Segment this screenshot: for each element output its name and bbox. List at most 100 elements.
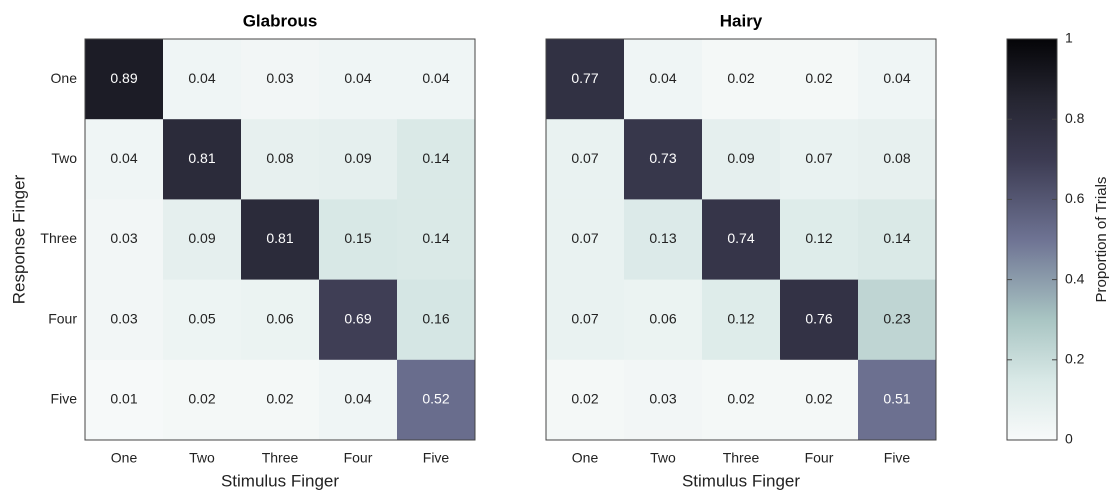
cell-label: 0.09: [727, 150, 754, 166]
y-tick-label: Four: [48, 310, 77, 326]
heatmap-cell: [624, 199, 703, 281]
colorbar-tick-label: 0: [1065, 431, 1073, 447]
cell-label: 0.06: [649, 310, 676, 326]
cell-label: 0.15: [344, 230, 371, 246]
cell-label: 0.03: [110, 230, 137, 246]
heatmap-cell: [85, 39, 164, 120]
heatmap-cell: [546, 359, 625, 441]
cell-label: 0.51: [883, 391, 910, 407]
x-tick-label: Three: [262, 450, 299, 466]
heatmap-cell: [702, 39, 781, 120]
cell-label: 0.73: [649, 150, 676, 166]
cell-label: 0.02: [727, 70, 754, 86]
cell-label: 0.76: [805, 310, 832, 326]
heatmap-cell: [163, 199, 242, 281]
cell-label: 0.07: [805, 150, 832, 166]
x-axis-label: Stimulus Finger: [682, 471, 800, 490]
cell-label: 0.14: [883, 230, 910, 246]
heatmap-cell: [397, 279, 476, 361]
cell-label: 0.05: [188, 310, 215, 326]
cell-label: 0.23: [883, 310, 910, 326]
heatmap-cell: [546, 39, 625, 120]
colorbar-label: Proportion of Trials: [1093, 177, 1110, 303]
heatmap-cell: [319, 119, 398, 200]
colorbar: [1006, 38, 1058, 441]
heatmap-cell: [241, 39, 320, 120]
cell-label: 0.02: [805, 391, 832, 407]
colorbar-tick-label: 0.6: [1065, 190, 1085, 206]
heatmap-cell: [780, 199, 859, 281]
cell-label: 0.16: [422, 310, 449, 326]
cell-label: 0.02: [571, 391, 598, 407]
cell-label: 0.69: [344, 310, 371, 326]
colorbar-tick-label: 0.2: [1065, 351, 1085, 367]
cell-label: 0.04: [649, 70, 676, 86]
cell-label: 0.03: [110, 310, 137, 326]
x-tick-label: Three: [723, 450, 760, 466]
heatmap-cell: [319, 359, 398, 441]
heatmap-cell: [702, 199, 781, 281]
heatmap-cell: [397, 39, 476, 120]
heatmap-cell: [546, 199, 625, 281]
cell-label: 0.12: [805, 230, 832, 246]
heatmap-cell: [163, 119, 242, 200]
heatmap-cell: [319, 199, 398, 281]
cell-label: 0.04: [883, 70, 910, 86]
cell-label: 0.04: [422, 70, 449, 86]
cell-label: 0.81: [188, 150, 215, 166]
cell-label: 0.52: [422, 391, 449, 407]
x-tick-label: Five: [423, 450, 450, 466]
heatmap-cell: [85, 359, 164, 441]
heatmap-cell: [858, 279, 937, 361]
heatmap-cell: [241, 199, 320, 281]
heatmap-cell: [624, 39, 703, 120]
heatmap-cell: [546, 119, 625, 200]
x-tick-label: Four: [805, 450, 834, 466]
cell-label: 0.77: [571, 70, 598, 86]
heatmap-cell: [702, 279, 781, 361]
x-tick-label: Two: [189, 450, 215, 466]
cell-label: 0.06: [266, 310, 293, 326]
heatmap-cell: [85, 119, 164, 200]
colorbar-tick-label: 1: [1065, 30, 1073, 46]
x-axis-label: Stimulus Finger: [221, 471, 339, 490]
heatmap-cell: [85, 199, 164, 281]
heatmap-cell: [241, 279, 320, 361]
cell-label: 0.09: [188, 230, 215, 246]
heatmap-cell: [85, 279, 164, 361]
chart-title: Glabrous: [243, 11, 318, 30]
y-tick-label: Two: [51, 150, 77, 166]
heatmap-cell: [624, 279, 703, 361]
cell-label: 0.89: [110, 70, 137, 86]
heatmap-cell: [319, 279, 398, 361]
y-axis-label: Response Finger: [9, 174, 28, 304]
heatmap-cell: [163, 359, 242, 441]
cell-label: 0.07: [571, 310, 598, 326]
heatmap-cell: [397, 119, 476, 200]
cell-label: 0.02: [805, 70, 832, 86]
heatmap-cell: [397, 199, 476, 281]
cell-label: 0.02: [727, 391, 754, 407]
cell-label: 0.09: [344, 150, 371, 166]
cell-label: 0.04: [344, 391, 371, 407]
heatmap-cell: [858, 39, 937, 120]
plot-frame: [84, 38, 476, 441]
heatmap-cell: [858, 359, 937, 441]
cell-label: 0.03: [266, 70, 293, 86]
plot-frame: [545, 38, 937, 441]
y-tick-label: Five: [51, 391, 78, 407]
cell-label: 0.81: [266, 230, 293, 246]
cell-label: 0.08: [266, 150, 293, 166]
heatmap-cell: [241, 119, 320, 200]
heatmap-cell: [163, 39, 242, 120]
x-tick-label: Four: [344, 450, 373, 466]
heatmap-cell: [241, 359, 320, 441]
heatmap-cell: [546, 279, 625, 361]
heatmap-cell: [858, 199, 937, 281]
heatmap-cell: [858, 119, 937, 200]
chart-title: Hairy: [720, 11, 763, 30]
cell-label: 0.04: [110, 150, 137, 166]
cell-label: 0.14: [422, 150, 449, 166]
colorbar-tick-label: 0.4: [1065, 270, 1085, 286]
